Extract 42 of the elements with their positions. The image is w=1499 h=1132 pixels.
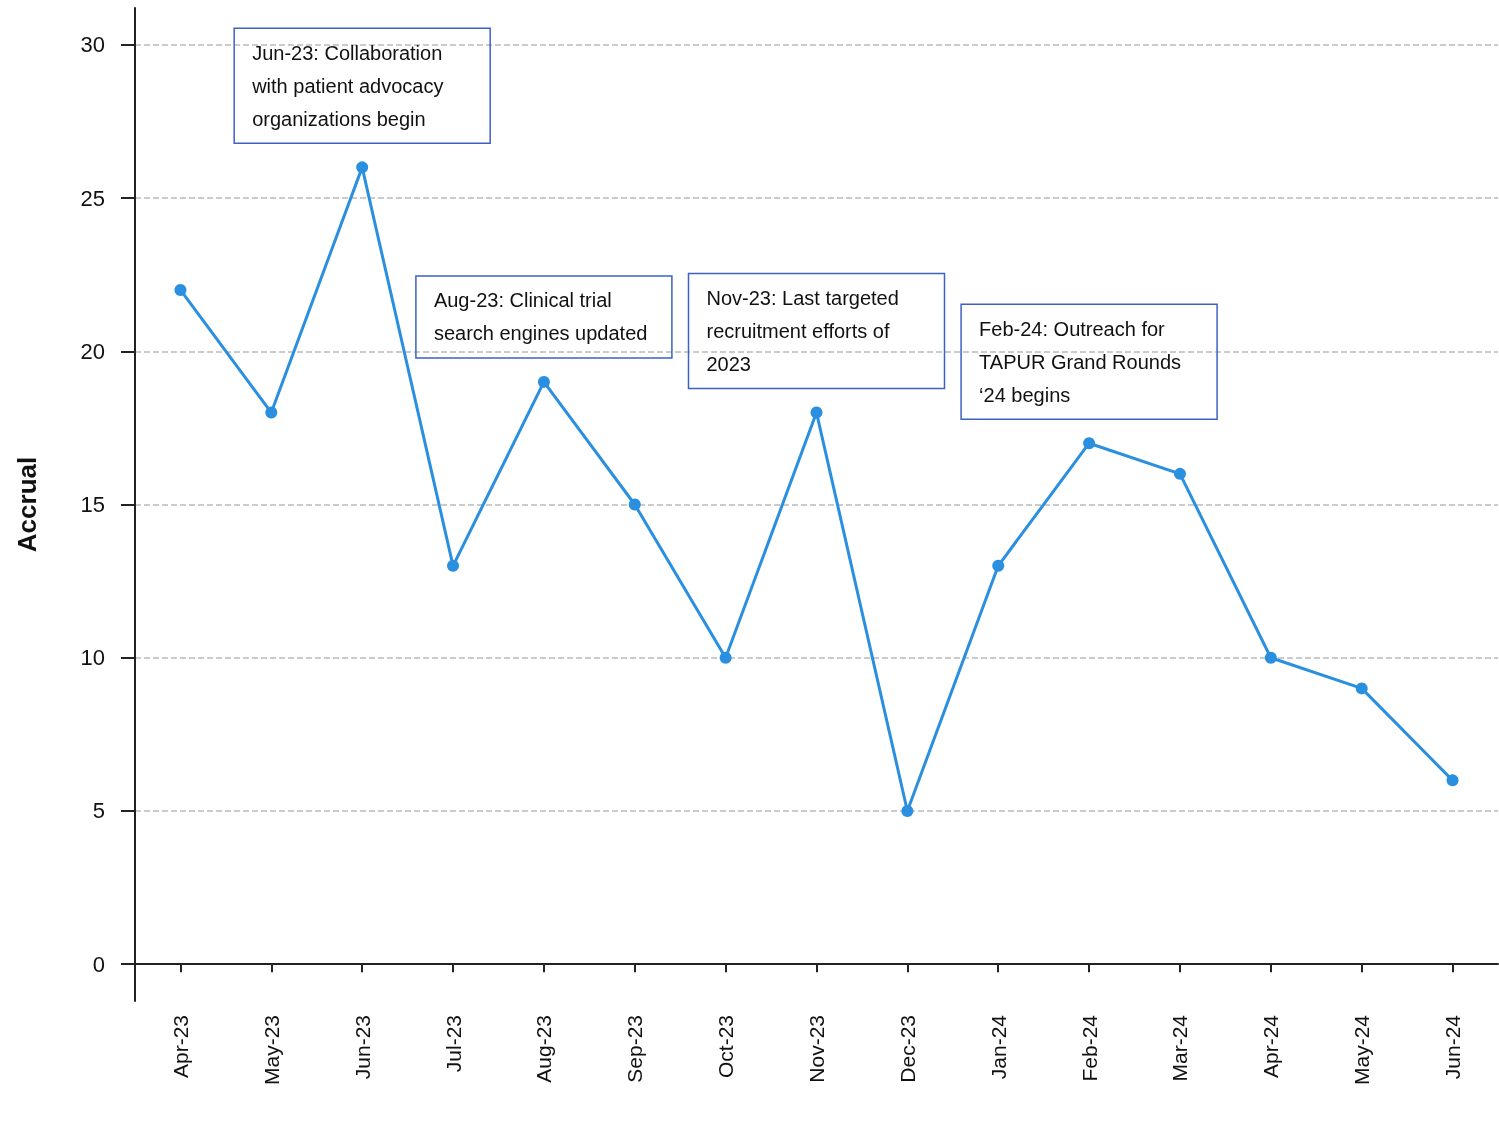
point (810, 406, 823, 419)
x-tick-label: Apr-23 (168, 1015, 192, 1079)
x-tick-label: Aug-23 (532, 1015, 556, 1083)
point (901, 804, 914, 817)
y-axis-title: Accrual (12, 456, 42, 553)
annotation: Nov-23: Last targeted recruitment efforts of 2023 (706, 287, 905, 376)
x-tick-label: Jun-24 (1441, 1014, 1465, 1080)
point (174, 283, 187, 296)
x-tick-label: Jan-24 (986, 1014, 1010, 1080)
x-tick-label: Jun-23 (350, 1015, 374, 1080)
y-tick-label: 15 (80, 492, 105, 517)
point (992, 559, 1005, 572)
point (1173, 467, 1186, 480)
x-tick-label: Mar-24 (1168, 1014, 1192, 1082)
y-tick-label: 0 (92, 951, 105, 977)
point (628, 498, 641, 511)
x-tick-label: Oct-23 (714, 1015, 738, 1079)
x-tick-label: May-23 (259, 1015, 283, 1086)
y-tick-label: 20 (80, 338, 105, 364)
point (719, 651, 732, 664)
point (1446, 774, 1459, 787)
x-tick-label: May-24 (1350, 1014, 1374, 1086)
annotation: Jun-23: Collaboration with patient advocacy organizations begin (251, 41, 449, 130)
point (1355, 682, 1368, 695)
annotation: Aug-23: Clinical trial search engines updated (433, 289, 648, 345)
y-tick-label: 25 (80, 185, 105, 211)
point (356, 161, 369, 174)
point (265, 406, 278, 419)
y-tick-label: 10 (80, 645, 105, 671)
point (1083, 437, 1096, 450)
point (1264, 651, 1277, 664)
x-tick-label: Feb-24 (1077, 1014, 1101, 1082)
x-tick-label: Sep-23 (623, 1015, 647, 1083)
x-tick-label: Dec-23 (895, 1015, 919, 1083)
point (537, 375, 550, 388)
x-tick-label: Jul-23 (441, 1015, 465, 1073)
point (447, 559, 460, 572)
x-tick-label: Nov-23 (805, 1015, 828, 1083)
annotation: Feb-24: Outreach for TAPUR Grand Rounds ‘24 begins (979, 317, 1187, 406)
y-tick-label: 30 (80, 32, 105, 58)
x-tick-label: Apr-24 (1259, 1014, 1283, 1079)
y-tick-label: 5 (92, 798, 105, 824)
